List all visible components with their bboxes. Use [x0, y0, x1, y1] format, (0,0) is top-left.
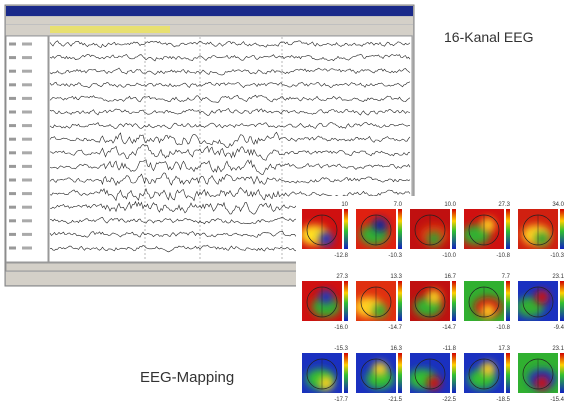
- map-max-label: 16.7: [444, 274, 456, 280]
- channel-label: [9, 43, 16, 46]
- color-bar: [560, 209, 564, 249]
- map-max-label: 27.3: [498, 202, 510, 208]
- map-max-label: 23.1: [552, 274, 564, 280]
- channel-label: [22, 247, 32, 250]
- map-max-label: 7.0: [394, 202, 403, 208]
- color-bar: [506, 281, 510, 321]
- channel-label: [22, 138, 32, 141]
- color-bar: [398, 353, 402, 393]
- map-max-label: 17.3: [498, 346, 510, 352]
- channel-label: [9, 70, 16, 73]
- map-min-label: -15.4: [550, 397, 564, 403]
- map-max-label: 23.1: [552, 346, 564, 352]
- map-min-label: -14.7: [442, 325, 456, 331]
- menu-bar: [6, 17, 413, 24]
- channel-label: [9, 219, 16, 222]
- channel-label: [9, 138, 16, 141]
- screen: 16-Kanal EEG EEG-Mapping 10 -12.8 7.0 -10.3…: [0, 0, 569, 403]
- map-min-label: -17.7: [334, 397, 348, 403]
- mapping-caption: EEG-Mapping: [140, 369, 234, 386]
- color-bar: [506, 353, 510, 393]
- color-bar: [560, 353, 564, 393]
- map-min-label: -16.0: [334, 325, 348, 331]
- title-bar: [6, 6, 413, 16]
- channel-label: [22, 179, 32, 182]
- map-region: [373, 362, 387, 376]
- map-min-label: -10.8: [496, 253, 510, 259]
- channel-label: [9, 111, 16, 114]
- map-region: [373, 304, 387, 318]
- map-max-label: 7.7: [502, 274, 511, 280]
- map-min-label: -21.5: [388, 397, 402, 403]
- map-min-label: -9.4: [554, 325, 565, 331]
- map-region: [319, 376, 333, 390]
- map-region: [373, 218, 387, 232]
- channel-label: [22, 111, 32, 114]
- map-min-label: -22.5: [442, 397, 456, 403]
- eeg-maps: 10 -12.8 7.0 -10.3 10.0 -10.0 27.3 -10.8 34.0 -10…: [300, 202, 565, 403]
- map-min-label: -10.0: [442, 253, 456, 259]
- map-min-label: -18.5: [496, 397, 510, 403]
- map-min-label: -14.7: [388, 325, 402, 331]
- color-bar: [398, 281, 402, 321]
- channel-label: [22, 151, 32, 154]
- channel-label: [22, 124, 32, 127]
- eeg-caption: 16-Kanal EEG: [444, 29, 534, 45]
- map-region: [319, 232, 333, 246]
- channel-label: [22, 83, 32, 86]
- channel-label: [22, 97, 32, 100]
- color-bar: [452, 281, 456, 321]
- channel-label: [9, 165, 16, 168]
- channel-label: [9, 192, 16, 195]
- channel-label: [9, 56, 16, 59]
- map-max-label: 16.3: [390, 346, 402, 352]
- color-bar: [344, 281, 348, 321]
- map-max-label: 34.0: [552, 202, 564, 208]
- channel-label: [9, 83, 16, 86]
- color-bar: [344, 353, 348, 393]
- channel-label: [9, 179, 16, 182]
- toolbar-buttons[interactable]: [50, 26, 170, 33]
- map-region: [427, 290, 441, 304]
- channel-label: [9, 247, 16, 250]
- map-min-label: -10.8: [496, 325, 510, 331]
- map-max-label: -11.8: [443, 346, 457, 352]
- channel-label: [22, 43, 32, 46]
- color-bar: [560, 281, 564, 321]
- color-bar: [452, 209, 456, 249]
- map-region: [481, 362, 495, 376]
- map-max-label: 13.3: [390, 274, 402, 280]
- channel-label: [9, 97, 16, 100]
- map-max-label: 10: [341, 202, 348, 208]
- channel-label: [9, 206, 16, 209]
- map-region: [535, 232, 549, 246]
- channel-label: [9, 233, 16, 236]
- map-region: [535, 376, 549, 390]
- map-region: [535, 290, 549, 304]
- channel-label: [22, 70, 32, 73]
- channel-label: [9, 124, 16, 127]
- map-max-label: -15.3: [334, 346, 348, 352]
- map-region: [427, 376, 441, 390]
- channel-label: [22, 219, 32, 222]
- color-bar: [452, 353, 456, 393]
- channel-label: [9, 151, 16, 154]
- map-region: [427, 232, 441, 246]
- map-min-label: -10.3: [388, 253, 402, 259]
- channel-label: [22, 165, 32, 168]
- map-region: [481, 304, 495, 318]
- color-bar: [344, 209, 348, 249]
- map-min-label: -10.3: [550, 253, 564, 259]
- channel-label: [22, 206, 32, 209]
- map-max-label: 10.0: [444, 202, 456, 208]
- map-region: [319, 290, 333, 304]
- map-min-label: -12.8: [334, 253, 348, 259]
- channel-label: [22, 233, 32, 236]
- map-region: [481, 218, 495, 232]
- color-bar: [506, 209, 510, 249]
- channel-label: [22, 192, 32, 195]
- color-bar: [398, 209, 402, 249]
- map-max-label: 27.3: [336, 274, 348, 280]
- channel-label: [22, 56, 32, 59]
